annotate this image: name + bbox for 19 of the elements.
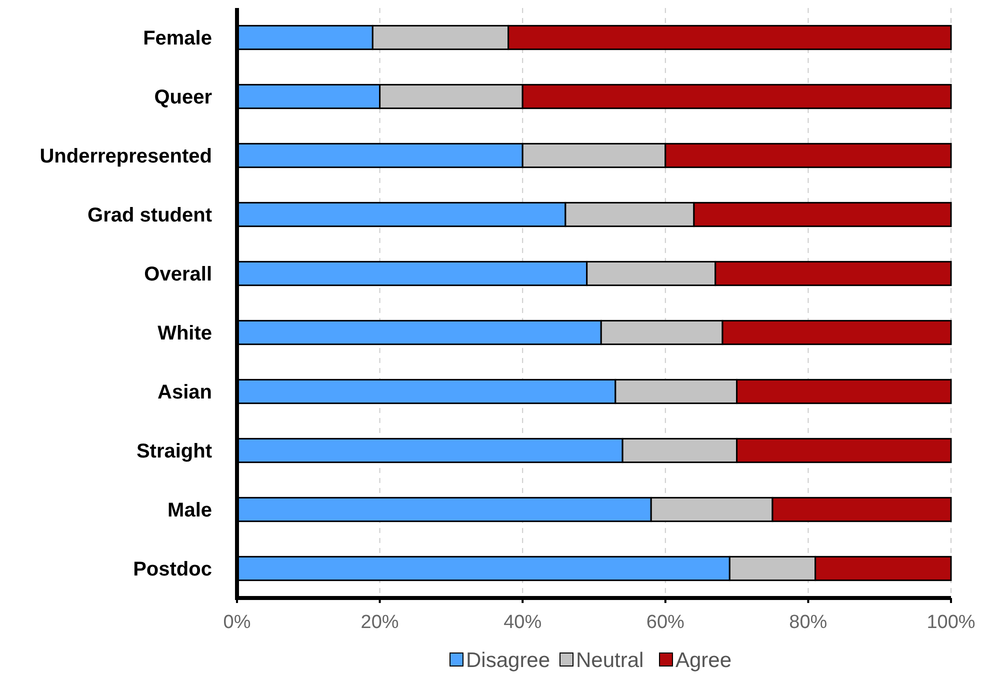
y-tick-label: White [158, 322, 212, 344]
x-tick-label: 80% [789, 612, 828, 633]
x-tick-label: 100% [926, 612, 976, 633]
y-tick-label: Asian [158, 382, 212, 404]
legend-label: Neutral [576, 649, 644, 672]
x-tick-label: 20% [360, 612, 399, 633]
legend-label: Agree [676, 649, 732, 672]
y-tick-label: Queer [154, 86, 212, 108]
y-tick-label: Overall [144, 264, 212, 286]
y-tick-label: Postdoc [133, 558, 212, 580]
x-tick-label: 60% [646, 612, 685, 633]
y-tick-label: Female [143, 28, 212, 50]
x-tick-label: 0% [223, 612, 251, 633]
legend-label: Disagree [466, 649, 550, 672]
y-tick-label: Underrepresented [40, 146, 212, 168]
x-tick-label: 40% [504, 612, 542, 633]
y-tick-label: Male [168, 500, 212, 522]
y-tick-label: Grad student [88, 204, 212, 226]
y-tick-label: Straight [136, 440, 212, 462]
